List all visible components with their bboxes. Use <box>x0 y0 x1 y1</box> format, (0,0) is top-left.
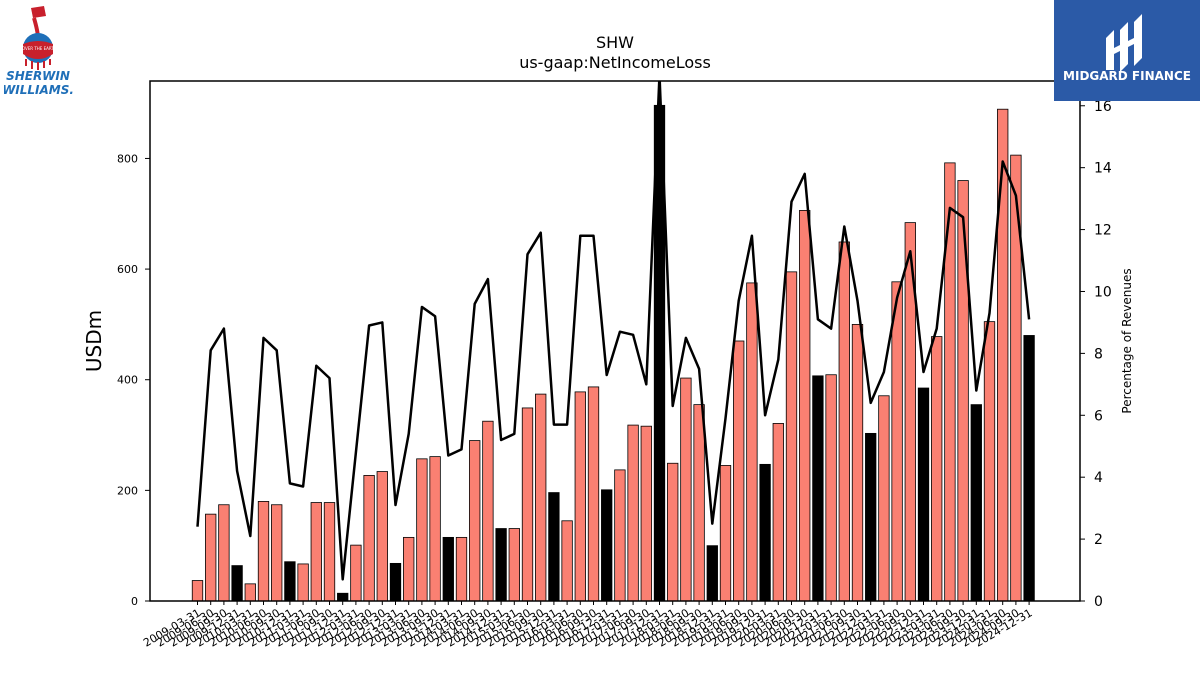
bar-2015-03-31 <box>508 528 520 601</box>
bar-2018-09-30 <box>693 404 705 601</box>
paint-can-icon: COVER THE EARTH SHERWIN WILLIAMS. <box>2 6 74 97</box>
bar-2021-12-31 <box>865 432 877 601</box>
bar-2012-06-30 <box>363 475 375 601</box>
bar-2012-12-31 <box>389 562 402 601</box>
bar-2019-12-31 <box>759 463 771 601</box>
bar-2015-09-30 <box>535 393 547 601</box>
y-tick-label: 800 <box>117 152 138 165</box>
bar-2014-12-31 <box>495 528 507 601</box>
y-axis-label: USDm <box>82 310 106 372</box>
y2-tick-label: 2 <box>1094 532 1103 548</box>
bar-2011-03-31 <box>297 563 309 601</box>
plot-frame <box>149 80 1081 602</box>
bar-2009-12-31 <box>231 565 243 601</box>
bar-2023-12-31 <box>970 404 982 601</box>
bar-2020-03-31 <box>772 423 784 601</box>
bar-2017-09-30 <box>640 425 652 601</box>
bar-2023-03-31 <box>931 336 943 601</box>
bar-2018-03-31 <box>667 462 679 601</box>
bar-2013-06-30 <box>416 458 428 601</box>
bar-2022-03-31 <box>878 395 890 601</box>
y-tick-label: 200 <box>117 484 138 497</box>
y2-tick-label: 6 <box>1094 408 1103 424</box>
bar-2017-03-31 <box>614 469 626 601</box>
logo-line1: SHERWIN <box>6 69 70 83</box>
bar-2023-06-30 <box>944 162 956 601</box>
bar-2019-03-31 <box>719 465 732 601</box>
right-axis-ticks: 0 2 4 6 8 10 12 14 16 <box>1080 99 1112 610</box>
bar-2016-03-31 <box>561 520 573 601</box>
bar-2013-03-31 <box>403 536 415 601</box>
bar-2016-12-31 <box>601 489 613 601</box>
bar-2021-03-31 <box>825 374 837 601</box>
bar-2014-09-30 <box>482 420 494 601</box>
midgard-logo-graphic: MIDGARD FINANCE <box>1054 0 1200 101</box>
sherwin-williams-logo: COVER THE EARTH SHERWIN WILLIAMS. <box>2 4 74 98</box>
bar-2010-06-30 <box>257 501 270 601</box>
bar-2010-09-30 <box>271 504 283 601</box>
bar-2009-06-30 <box>205 513 217 601</box>
bar-2009-09-30 <box>218 504 230 601</box>
bar-2022-06-30 <box>891 281 903 601</box>
bar-2015-06-30 <box>521 407 534 601</box>
midgard-logo-text: MIDGARD FINANCE <box>1063 69 1191 83</box>
bar-2018-12-31 <box>706 545 718 601</box>
bar-2017-06-30 <box>627 424 639 601</box>
bar-2012-03-31 <box>350 544 362 601</box>
chart-title: SHW <box>596 33 634 52</box>
bar-2011-12-31 <box>337 592 349 601</box>
bar-2013-12-31 <box>442 536 454 601</box>
y2-axis-label: Percentage of Revenues <box>1120 268 1134 413</box>
midgard-finance-logo: MIDGARD FINANCE <box>1054 0 1200 101</box>
bar-2011-06-30 <box>310 502 322 601</box>
bar-2024-09-30 <box>1010 154 1022 601</box>
bar-2019-09-30 <box>746 282 758 601</box>
y-tick-label: 400 <box>117 374 138 387</box>
bar-2012-09-30 <box>376 471 388 601</box>
y2-tick-label: 8 <box>1094 346 1103 362</box>
chart-subtitle: us-gaap:NetIncomeLoss <box>519 53 711 72</box>
bar-2021-09-30 <box>851 323 864 601</box>
bar-2021-06-30 <box>838 241 850 601</box>
x-axis-ticks: 2009-03-312009-06-302009-09-302009-12-31… <box>141 601 1035 650</box>
midgard-mark-icon <box>1106 14 1142 72</box>
y-tick-label: 600 <box>117 263 138 276</box>
bar-2024-03-31 <box>983 321 996 601</box>
bar-2010-03-31 <box>244 583 256 601</box>
bar-2011-09-30 <box>323 502 336 601</box>
bar-2016-06-30 <box>574 391 586 601</box>
bar-2020-09-30 <box>799 210 811 601</box>
bar-2010-12-31 <box>284 561 296 601</box>
percentage-line-group <box>196 81 1031 581</box>
left-axis-ticks: 0 200 400 600 800 <box>117 152 150 608</box>
bar-2018-06-30 <box>680 377 692 601</box>
bar-2020-06-30 <box>785 271 798 601</box>
bar-2019-06-30 <box>733 340 745 601</box>
bar-2023-09-30 <box>957 180 969 601</box>
y2-tick-label: 16 <box>1094 99 1112 115</box>
y2-tick-label: 14 <box>1094 161 1112 177</box>
bar-2022-09-30 <box>904 222 916 601</box>
can-text: COVER THE EARTH <box>19 46 57 51</box>
y2-tick-label: 10 <box>1094 284 1112 300</box>
bar-2022-12-31 <box>917 387 930 601</box>
bars-group <box>191 104 1035 601</box>
bar-2024-06-30 <box>997 108 1009 601</box>
bar-2024-12-31 <box>1023 335 1035 601</box>
bar-2016-09-30 <box>587 386 600 601</box>
bar-2009-03-31 <box>191 580 204 601</box>
y2-tick-label: 12 <box>1094 223 1112 239</box>
bar-2013-09-30 <box>429 456 441 601</box>
y2-tick-label: 0 <box>1094 594 1103 610</box>
y-tick-label: 0 <box>131 595 138 608</box>
logo-line2: WILLIAMS. <box>4 83 74 97</box>
bar-2015-12-31 <box>548 492 560 601</box>
bar-2014-03-31 <box>455 536 468 601</box>
bar-2020-12-31 <box>812 375 824 601</box>
bar-2014-06-30 <box>469 440 481 601</box>
percentage-of-revenues-line <box>196 81 1031 581</box>
y2-tick-label: 4 <box>1094 470 1103 486</box>
